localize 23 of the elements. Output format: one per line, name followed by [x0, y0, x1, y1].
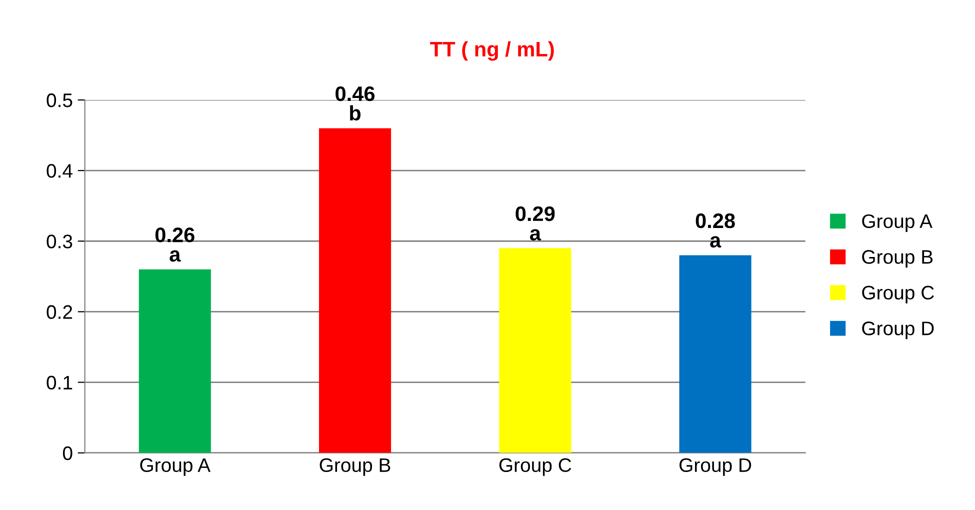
- x-tick-label: Group C: [499, 458, 572, 476]
- annotation: a: [710, 236, 722, 248]
- x-tick-label: Group A: [140, 458, 211, 476]
- chart-title: TT ( ng / mL): [430, 41, 554, 61]
- legend-label: Group D: [862, 322, 934, 340]
- annotation: a: [170, 250, 181, 262]
- legend-label: Group B: [862, 250, 933, 268]
- y-tick-label: 0.5: [46, 93, 72, 108]
- annotation: b: [350, 105, 361, 121]
- data-label: 0.46: [336, 86, 375, 102]
- y-tick-label: 0.3: [46, 234, 72, 248]
- legend-label: Group A: [862, 214, 932, 232]
- data-label: 0.29: [516, 206, 555, 222]
- x-tick-label: Group D: [680, 458, 752, 476]
- x-tick-label: Group B: [320, 458, 390, 476]
- annotation: a: [530, 229, 542, 241]
- legend-label: Group C: [862, 286, 934, 304]
- y-tick-label: 0.4: [46, 164, 72, 178]
- data-label: 0.26: [155, 228, 194, 242]
- y-tick-label: 0.1: [46, 376, 72, 390]
- y-tick-label: 0: [62, 446, 72, 460]
- data-label: 0.28: [696, 213, 735, 228]
- y-tick-label: 0.2: [46, 305, 72, 319]
